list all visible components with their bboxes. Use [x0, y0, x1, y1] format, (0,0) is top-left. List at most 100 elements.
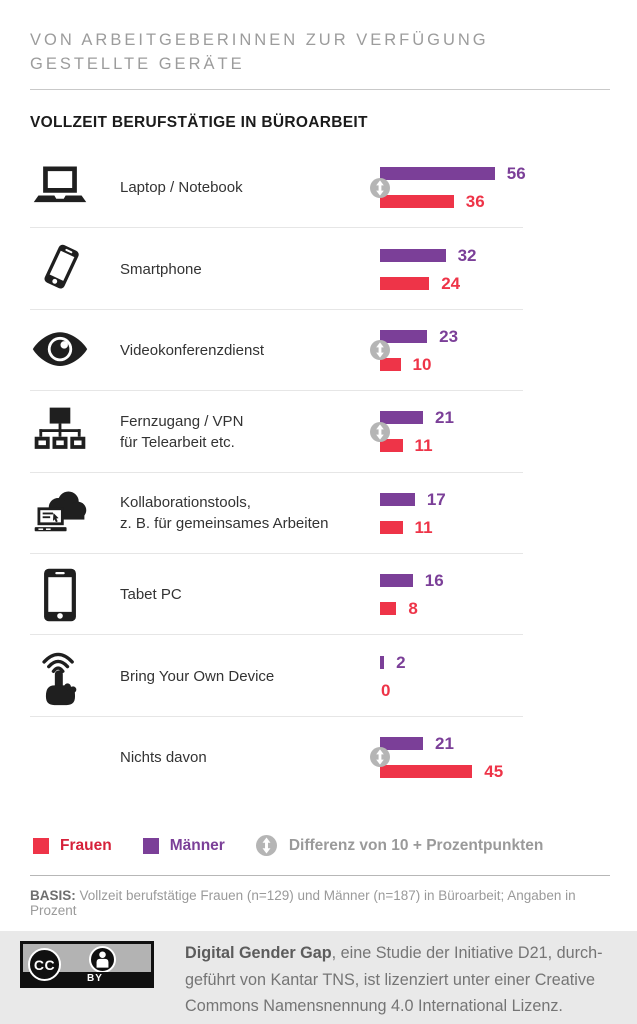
device-row: Videokonferenzdienst 23 10	[0, 310, 637, 392]
row-label-line: für Telearbeit etc.	[120, 433, 235, 451]
legend-label-diff: Differenz von 10 + Prozentpunkten	[288, 836, 544, 854]
row-bars: 32 24	[380, 245, 637, 293]
diff-arrow-icon	[370, 422, 390, 442]
bar-frauen	[380, 520, 403, 534]
laptop-icon	[30, 158, 120, 218]
row-bars: 21 11	[380, 408, 637, 456]
diff-arrow-icon	[370, 178, 390, 198]
bar-frauen	[380, 439, 403, 453]
by-person-icon	[89, 946, 116, 973]
value-frauen: 0	[381, 680, 391, 700]
bar-maenner	[380, 411, 424, 425]
row-label-line: Smartphone	[120, 260, 202, 278]
bar-maenner	[380, 736, 424, 750]
value-frauen: 24	[441, 273, 461, 293]
bar-maenner	[380, 167, 495, 181]
smartphone-icon	[30, 239, 120, 299]
value-maenner: 21	[435, 408, 454, 428]
row-bars: 23 10	[380, 326, 637, 374]
value-maenner: 17	[426, 489, 446, 509]
license-text: Digital Gender Gap, eine Studie der Init…	[185, 940, 602, 1024]
row-label-line: Fernzugang / VPN	[120, 412, 244, 430]
license-line2: geführt von Kantar TNS, ist lizenziert u…	[185, 970, 595, 989]
value-frauen: 45	[484, 761, 504, 781]
value-maenner: 2	[396, 652, 406, 672]
row-label: Bring Your Own Device	[120, 666, 380, 687]
row-label: Laptop / Notebook	[120, 177, 380, 198]
row-label: Smartphone	[120, 259, 380, 280]
cloud-laptop-icon	[30, 483, 120, 543]
row-label-line: Kollaborationstools,	[120, 494, 251, 512]
chart-subtitle: VOLLZEIT BERUFSTÄTIGE IN BÜROARBEIT	[30, 114, 368, 131]
license-line1: , eine Studie der Initiative D21, durch-	[331, 944, 603, 962]
row-bars: 2 0	[380, 652, 637, 700]
bar-frauen	[380, 602, 397, 616]
header: VON ARBEITGEBERINNEN ZUR VERFÜGUNG GESTE…	[0, 0, 637, 76]
diff-arrow-icon	[256, 835, 277, 856]
value-frauen: 10	[412, 354, 432, 374]
license-study-name: Digital Gender Gap	[185, 944, 332, 962]
license-line3: Commons Namensnennung 4.0 International …	[185, 997, 563, 1015]
device-row: Laptop / Notebook 56 36	[0, 147, 637, 229]
basis-text: Vollzeit berufstätige Frauen (n=129) und…	[30, 888, 576, 919]
bar-maenner	[380, 329, 428, 343]
row-bars: 56 36	[380, 165, 637, 212]
footer: CC BY Digital Gender Gap, eine Studie de…	[0, 931, 637, 1024]
device-row: Bring Your Own Device 2 0	[0, 635, 637, 718]
row-label-line: Laptop / Notebook	[120, 179, 243, 197]
bar-frauen	[380, 357, 401, 371]
eye-icon	[30, 320, 120, 380]
diff-arrow-icon	[370, 340, 390, 360]
tablet-icon	[30, 565, 120, 625]
value-frauen: 11	[414, 517, 433, 537]
value-maenner: 16	[424, 571, 444, 591]
page-title: VON ARBEITGEBERINNEN ZUR VERFÜGUNG GESTE…	[30, 28, 610, 76]
value-frauen: 36	[465, 192, 485, 212]
row-bars: 16 8	[380, 571, 637, 619]
value-maenner: 32	[457, 245, 477, 265]
network-icon	[30, 402, 120, 462]
rows: Laptop / Notebook 56 36 Smartphone 32 24	[0, 147, 637, 798]
bar-maenner	[380, 574, 413, 588]
bar-maenner	[380, 655, 385, 669]
row-label-line: Tabet PC	[120, 586, 182, 604]
bar-maenner	[380, 492, 415, 506]
legend-label-frauen: Frauen	[60, 836, 112, 854]
bar-maenner	[380, 248, 446, 262]
touch-hand-icon	[30, 646, 120, 706]
basis-note: BASIS: Vollzeit berufstätige Frauen (n=1…	[30, 888, 610, 918]
row-label-line: Nichts davon	[120, 748, 207, 766]
row-label: Fernzugang / VPN für Telearbeit etc.	[120, 411, 380, 453]
legend-swatch-frauen	[33, 837, 49, 854]
legend-label-maenner: Männer	[169, 836, 225, 854]
device-row: Fernzugang / VPN für Telearbeit etc. 21 1…	[0, 391, 637, 473]
row-label: Nichts davon	[120, 747, 380, 768]
basis-label: BASIS:	[30, 888, 76, 904]
device-row: Kollaborationstools, z. B. für gemeinsame…	[0, 473, 637, 555]
row-label: Kollaborationstools, z. B. für gemeinsame…	[120, 492, 380, 534]
legend-swatch-maenner	[142, 837, 159, 854]
row-label: Tabet PC	[120, 584, 380, 605]
value-maenner: 21	[435, 733, 454, 753]
device-row: Tabet PC 16 8	[0, 554, 637, 636]
bar-frauen	[380, 764, 473, 778]
title-divider	[30, 89, 610, 90]
basis-divider	[30, 875, 610, 877]
value-maenner: 23	[439, 326, 459, 346]
page-title-line1: VON ARBEITGEBERINNEN ZUR VERFÜGUNG	[30, 31, 489, 49]
diff-arrow-icon	[370, 747, 390, 767]
cc-by-badge: CC BY	[20, 941, 154, 988]
page-title-line2: GESTELLTE GERÄTE	[30, 55, 245, 73]
row-bars: 17 11	[380, 489, 637, 537]
device-row: Nichts davon 21 45	[0, 717, 637, 798]
cc-logo-icon: CC	[28, 948, 61, 981]
row-label: Videokonferenzdienst	[120, 340, 380, 361]
value-frauen: 11	[414, 436, 433, 456]
value-frauen: 8	[408, 599, 418, 619]
row-label-line: Bring Your Own Device	[120, 667, 275, 685]
legend: Frauen Männer Differenz von 10 + Prozent…	[33, 835, 637, 856]
device-row: Smartphone 32 24	[0, 228, 637, 311]
row-label-line: Videokonferenzdienst	[120, 341, 264, 359]
row-label-line: z. B. für gemeinsames Arbeiten	[120, 515, 329, 533]
